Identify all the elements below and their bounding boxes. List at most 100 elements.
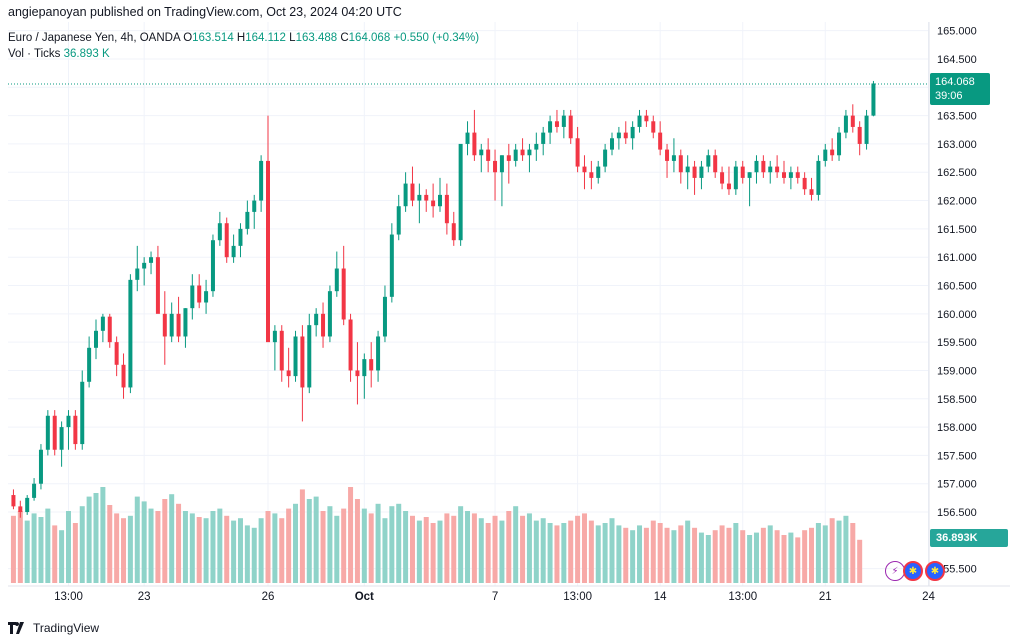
candle-body: [506, 155, 511, 161]
candle-body: [713, 155, 718, 173]
volume-bar: [17, 511, 23, 583]
candle-body: [431, 200, 436, 207]
time-tick-label: 23: [138, 591, 151, 603]
time-tick-label: 26: [262, 591, 275, 603]
candle-body: [238, 228, 243, 246]
volume-bar: [671, 530, 677, 583]
candle-body: [747, 172, 752, 178]
volume-bar: [788, 532, 794, 583]
volume-row: Vol · Ticks 36.893 K: [8, 46, 479, 62]
volume-bar: [45, 508, 51, 583]
candle-body: [135, 268, 140, 280]
publisher-header: angiepanoyan published on TradingView.co…: [8, 5, 402, 19]
candle-body: [754, 160, 759, 173]
volume-bar: [396, 503, 402, 583]
volume-bar: [189, 513, 195, 583]
price-tick-label: 159.500: [937, 337, 977, 349]
volume-bar: [712, 530, 718, 583]
candle-body: [692, 166, 697, 178]
open-label: O: [183, 32, 193, 44]
candle-body: [616, 132, 621, 139]
candle-body: [94, 330, 98, 348]
price-tick-label: 163.000: [937, 139, 977, 151]
open-value: 163.514: [192, 32, 234, 44]
candle-body: [32, 483, 37, 498]
volume-bar: [176, 503, 182, 583]
candle-body: [190, 285, 195, 309]
price-axis: 165.000164.500164.000163.500163.000162.5…: [937, 26, 977, 576]
candle-body: [658, 132, 663, 150]
price-tick-label: 160.000: [937, 309, 977, 321]
candle-body: [59, 427, 64, 450]
candle-body: [128, 279, 133, 388]
volume-bar: [630, 530, 636, 583]
candle-body: [775, 166, 780, 173]
candle-body: [761, 160, 766, 173]
volume-bar: [224, 515, 230, 583]
candle-body: [142, 262, 147, 269]
candle-body: [857, 126, 862, 144]
volume-bar: [169, 494, 175, 583]
volume-bar: [286, 508, 292, 583]
candle-body: [534, 143, 539, 150]
volume-bar: [623, 527, 629, 583]
candle-body: [259, 160, 264, 201]
volume-label[interactable]: Vol · Ticks: [8, 48, 61, 60]
change-value: +0.550 (+0.34%): [393, 32, 480, 44]
volume-bar: [637, 525, 643, 583]
time-tick-label: Oct: [355, 591, 374, 603]
candle-body: [300, 336, 305, 388]
candle-body: [231, 245, 236, 258]
volume-bar: [196, 517, 202, 583]
candle-body: [699, 166, 704, 178]
eu-flag-event-icon[interactable]: ✱: [925, 561, 945, 581]
volume-bar: [533, 520, 539, 583]
eu-flag-event-icon[interactable]: ✱: [903, 561, 923, 581]
candle-body: [369, 359, 374, 371]
volume-bar: [237, 518, 243, 583]
time-tick-label: 14: [654, 591, 667, 603]
candle-body: [871, 83, 876, 116]
volume-bar: [258, 518, 264, 583]
volume-bar: [561, 523, 567, 583]
volume-bar: [836, 520, 842, 583]
candle-body: [341, 268, 346, 320]
candle-body: [603, 149, 608, 167]
volume-bar: [217, 508, 223, 583]
candle-body: [417, 194, 422, 201]
volume-bar: [279, 518, 285, 583]
volume-bar: [334, 515, 340, 583]
candlesticks: [11, 80, 876, 518]
candle-body: [706, 155, 711, 167]
candle-body: [493, 160, 498, 173]
volume-bar: [93, 493, 99, 583]
candle-body: [720, 172, 725, 184]
price-tick-label: 161.000: [937, 252, 977, 264]
low-label: L: [289, 32, 296, 44]
volume-bar: [643, 527, 649, 583]
lightning-event-icon[interactable]: ⚡: [885, 561, 905, 581]
candle-body: [217, 223, 222, 241]
volume-bar: [437, 520, 443, 583]
candle-body: [782, 172, 786, 178]
volume-bar: [781, 535, 787, 583]
footer-brand: TradingView: [33, 621, 100, 635]
price-tick-label: 157.000: [937, 479, 977, 491]
close-value: 164.068: [348, 32, 391, 44]
high-label: H: [236, 32, 246, 44]
candle-body: [843, 115, 848, 133]
last-price-value: 164.068: [935, 76, 975, 88]
volume-bar: [79, 506, 85, 583]
volume-bar: [354, 499, 360, 583]
volume-bar: [678, 525, 684, 583]
volume-bar: [162, 499, 168, 583]
volume-bar: [403, 511, 409, 583]
symbol-title[interactable]: Euro / Japanese Yen, 4h, OANDA: [8, 32, 180, 44]
candle-body: [740, 166, 745, 178]
candle-body: [610, 138, 614, 150]
volume-bar: [602, 523, 608, 583]
high-value: 164.112: [245, 32, 286, 44]
candle-body: [830, 149, 835, 156]
candle-body: [100, 316, 105, 331]
volume-bar: [299, 489, 305, 583]
